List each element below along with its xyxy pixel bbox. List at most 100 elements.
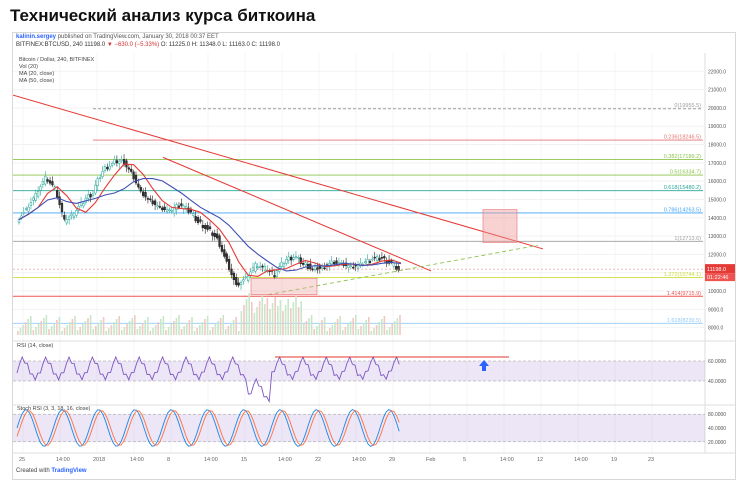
volume-bar bbox=[173, 321, 175, 335]
candle-body bbox=[161, 207, 164, 211]
volume-bar bbox=[180, 329, 183, 335]
volume-bar bbox=[321, 320, 323, 335]
volume-bar bbox=[131, 318, 133, 335]
candle-body bbox=[373, 256, 376, 259]
volume-bar bbox=[126, 324, 128, 335]
volume-bar bbox=[326, 331, 328, 335]
legend-symbol: Bitcoin / Dollar, 240, BITFINEX bbox=[19, 57, 95, 63]
volume-bar bbox=[362, 323, 365, 335]
tradingview-logo-link[interactable]: TradingView bbox=[51, 468, 87, 474]
last-price: 11198.0 bbox=[84, 42, 106, 48]
x-tick-label: 14:00 bbox=[574, 457, 588, 463]
volume-bar bbox=[74, 316, 76, 335]
candle-body bbox=[299, 257, 302, 264]
y-tick-label: 15000.0 bbox=[708, 197, 726, 203]
candle-body bbox=[17, 219, 21, 223]
fib-level-label: 0.5(16334.7) bbox=[670, 170, 701, 176]
stoch-tick-label: 20.0000 bbox=[708, 440, 726, 446]
candle-body bbox=[67, 216, 71, 220]
candle-body bbox=[235, 277, 238, 285]
y-tick-label: 9000.0 bbox=[708, 307, 724, 313]
volume-bar bbox=[217, 321, 219, 335]
candle-body bbox=[70, 213, 73, 217]
volume-bar bbox=[300, 301, 302, 335]
candle-body bbox=[180, 203, 183, 206]
support-trendline bbox=[267, 244, 539, 296]
candle-body bbox=[192, 213, 195, 216]
volume-bar bbox=[186, 323, 188, 335]
volume-bar bbox=[110, 325, 113, 335]
last-price-tag bbox=[705, 264, 735, 274]
candle-body bbox=[184, 206, 188, 209]
volume-bar bbox=[347, 324, 349, 335]
candle-body bbox=[216, 233, 219, 239]
volume-bar bbox=[45, 315, 48, 335]
candle-body bbox=[127, 167, 130, 170]
candle-body bbox=[368, 260, 372, 263]
legend-volume: Vol (20) bbox=[19, 64, 38, 70]
candle-body bbox=[101, 171, 104, 177]
candle-body bbox=[177, 205, 181, 208]
candle-body bbox=[254, 263, 257, 272]
volume-bar bbox=[170, 324, 172, 335]
y-tick-label: 8000.0 bbox=[708, 326, 724, 332]
fib-level-label: 1(12713.6) bbox=[674, 236, 701, 242]
fib-level-label: 1.618(8239.5) bbox=[667, 318, 701, 324]
x-tick-label: 2018 bbox=[93, 457, 105, 463]
fib-level-label: 0.236(18246.5) bbox=[664, 135, 701, 141]
volume-bar bbox=[154, 325, 157, 335]
candle-body bbox=[106, 166, 109, 170]
volume-bar bbox=[35, 327, 37, 335]
volume-bar bbox=[368, 317, 370, 335]
volume-bar bbox=[50, 326, 53, 335]
volume-bar bbox=[323, 317, 326, 335]
y-tick-label: 19000.0 bbox=[708, 124, 726, 130]
candle-body bbox=[25, 208, 28, 210]
volume-bar bbox=[287, 299, 289, 335]
volume-bar bbox=[256, 307, 258, 335]
volume-bar bbox=[63, 328, 66, 335]
candle-body bbox=[48, 180, 52, 184]
volume-bar bbox=[147, 317, 149, 335]
chart-canvas[interactable]: 8000.09000.010000.011000.012000.013000.0… bbox=[13, 33, 735, 479]
volume-bar bbox=[396, 318, 399, 335]
x-tick-label: 22 bbox=[315, 457, 321, 463]
volume-bar bbox=[152, 328, 154, 335]
volume-bar bbox=[113, 322, 115, 335]
candle-body bbox=[94, 184, 97, 194]
volume-bar bbox=[201, 322, 204, 335]
volume-bar bbox=[230, 323, 232, 335]
publication-line: kalinin.sergey published on TradingView.… bbox=[16, 34, 219, 40]
candle-body bbox=[397, 266, 400, 271]
fib-level-label: 0.382(17189.2) bbox=[664, 154, 701, 160]
volume-bar bbox=[329, 328, 331, 335]
volume-bar bbox=[188, 320, 191, 335]
y-tick-label: 18000.0 bbox=[708, 143, 726, 149]
x-tick-label: 14:00 bbox=[56, 457, 70, 463]
volume-bar bbox=[251, 302, 253, 335]
chart-frame: kalinin.sergey published on TradingView.… bbox=[12, 32, 736, 480]
volume-bar bbox=[144, 320, 146, 335]
volume-bar bbox=[342, 330, 344, 335]
volume-bar bbox=[375, 325, 378, 335]
footer-text: Created with bbox=[16, 468, 50, 474]
candle-body bbox=[273, 275, 276, 278]
volume-bar bbox=[139, 326, 141, 335]
volume-bar bbox=[108, 328, 110, 335]
volume-bar bbox=[27, 319, 29, 335]
volume-bar bbox=[225, 329, 227, 335]
last-price-tag-label: 11198.0 bbox=[707, 267, 726, 273]
volume-bar bbox=[134, 315, 136, 335]
y-tick-label: 22000.0 bbox=[708, 69, 726, 75]
author-link[interactable]: kalinin.sergey bbox=[16, 34, 57, 40]
volume-bar bbox=[37, 324, 40, 335]
candle-body bbox=[290, 256, 293, 261]
volume-bar bbox=[388, 327, 391, 335]
rsi-label: RSI (14, close) bbox=[17, 343, 54, 349]
volume-bar bbox=[373, 328, 375, 335]
volume-bar bbox=[370, 331, 373, 335]
candle-body bbox=[395, 266, 398, 270]
volume-bar bbox=[279, 300, 282, 335]
volume-bar bbox=[178, 315, 180, 335]
volume-bar bbox=[399, 315, 401, 335]
